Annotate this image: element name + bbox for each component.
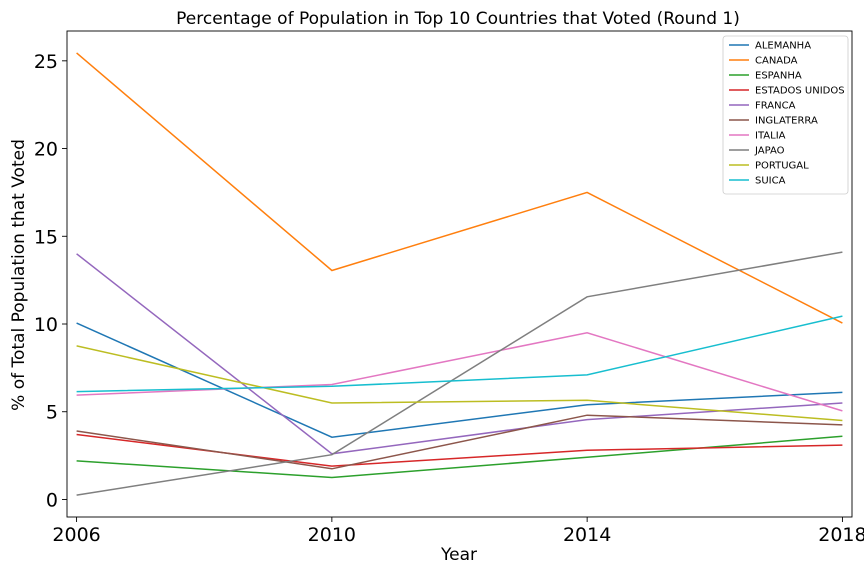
legend-entry: SUICA: [729, 176, 786, 187]
legend-entry: ESPANHA: [729, 71, 802, 82]
series-line-italia: [76, 332, 843, 412]
legend-label: INGLATERRA: [755, 116, 818, 127]
plot-frame: [66, 30, 853, 518]
legend-label: SUICA: [755, 176, 786, 187]
legend-label: CANADA: [755, 56, 798, 67]
series-line-franca: [76, 253, 843, 455]
y-axis-label: % of Total Population that Voted: [9, 139, 29, 411]
y-tick-label: 25: [34, 51, 58, 73]
legend-box: [722, 35, 849, 195]
series-line-estados-unidos: [76, 433, 843, 467]
legend-label: PORTUGAL: [755, 161, 809, 172]
y-tick-label: 15: [34, 226, 58, 248]
y-tick-label: 20: [34, 139, 58, 161]
legend-label: ESTADOS UNIDOS: [755, 86, 845, 97]
legend-label: ESPANHA: [755, 71, 802, 82]
legend-label: ALEMANHA: [755, 41, 811, 52]
legend-entry: ESTADOS UNIDOS: [729, 86, 845, 97]
series-line-inglaterra: [76, 414, 843, 470]
x-tick-label: 2006: [52, 524, 100, 546]
legend-entry: CANADA: [729, 56, 798, 67]
legend-entry: PORTUGAL: [729, 161, 809, 172]
series-line-portugal: [76, 345, 843, 422]
series-line-suica: [76, 315, 843, 393]
series-line-espanha: [76, 435, 843, 479]
legend-entry: FRANCA: [729, 101, 796, 112]
plot-area: 2006 2010 2014 2018 0 5 10 15 20 25: [34, 30, 864, 546]
legend-label: FRANCA: [755, 101, 796, 112]
y-tick-label: 0: [46, 489, 58, 511]
x-tick-label: 2010: [308, 524, 356, 546]
y-tick-label: 10: [34, 314, 58, 336]
series-line-japao: [76, 251, 843, 496]
legend-entry: ALEMANHA: [729, 41, 811, 52]
legend: ALEMANHA CANADA ESPANHA ESTADOS UNIDOS FRANC…: [722, 35, 849, 195]
series-line-alemanha: [76, 322, 843, 438]
series-line-canada: [76, 52, 843, 324]
legend-entry: ITALIA: [729, 131, 786, 142]
chart-title: Percentage of Population in Top 10 Count…: [176, 9, 740, 29]
legend-label: JAPAO: [754, 146, 785, 157]
legend-entry: JAPAO: [729, 146, 785, 157]
y-tick-label: 5: [46, 402, 58, 424]
x-tick-label: 2018: [818, 524, 864, 546]
x-axis-label: Year: [440, 545, 477, 565]
legend-entry: INGLATERRA: [729, 116, 818, 127]
x-tick-label: 2014: [563, 524, 611, 546]
legend-label: ITALIA: [755, 131, 786, 142]
